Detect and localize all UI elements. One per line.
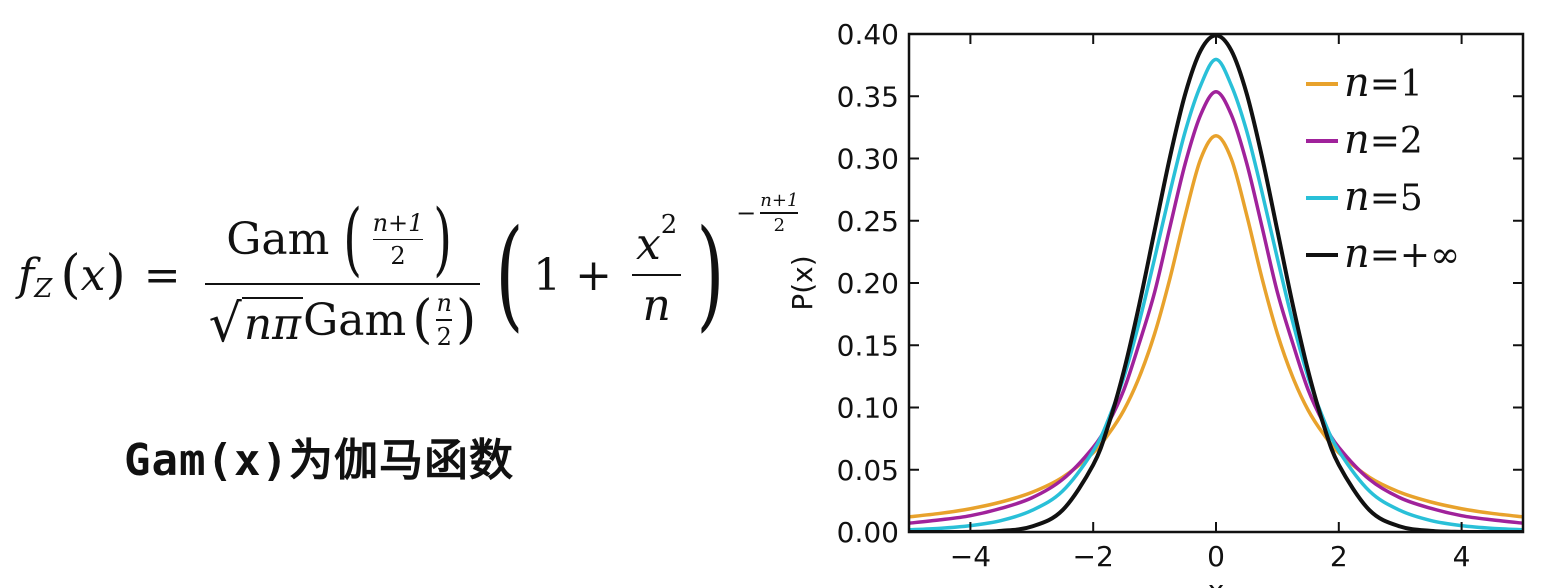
t-distribution-chart: 0.000.050.100.150.200.250.300.350.40 −4−…	[786, 18, 1525, 588]
chart-panel: 0.00 0.05 0.10 0.15 0.20 0.25 0.30 0.35 0.40 −4−…	[770, 0, 1550, 588]
denominator-arg-den: 2	[436, 322, 452, 351]
y-tick-label-3: 0.15	[837, 329, 899, 362]
lhs-close-paren: )	[105, 245, 126, 305]
denominator-arg: n 2	[436, 289, 452, 351]
main-denominator: √ nπ Gam ( n 2 )	[205, 289, 481, 351]
legend-label-var-3: n	[1344, 231, 1370, 277]
y-tick-label-5: 0.25	[837, 205, 899, 238]
legend: n=1n=2n=5n=+∞	[1306, 60, 1460, 277]
gamma-function-note: Gam(x)为伽马函数	[124, 435, 514, 486]
numerator-arg: n+1 2	[372, 208, 424, 270]
y-tick-label-2: 0.10	[837, 392, 899, 425]
sqrt-content: nπ	[241, 296, 304, 350]
base-fraction-bar	[631, 274, 682, 276]
legend-label-0: n=1	[1344, 60, 1423, 106]
y-tick-label-0: 0.00	[837, 516, 899, 549]
legend-label-var-2: n	[1344, 174, 1370, 220]
numerator-open-paren: (	[343, 192, 363, 286]
y-tick-label-8: 0.40	[837, 18, 899, 51]
legend-label-1: n=2	[1344, 117, 1423, 163]
main-fraction: Gam ( n+1 2 ) √ nπ Gam (	[204, 199, 481, 351]
x-tick-label-4: 4	[1453, 540, 1471, 573]
legend-label-2: n=5	[1344, 174, 1423, 220]
series-line-1	[909, 90, 1523, 525]
lhs-function: f	[18, 249, 35, 301]
plot-frame	[907, 32, 1525, 534]
exponent-bar	[760, 212, 799, 214]
main-fraction-bar	[204, 283, 481, 286]
legend-label-var-1: n	[1344, 117, 1370, 163]
lhs-open-paren: (	[60, 245, 81, 305]
base-fraction-var: x	[635, 219, 661, 270]
y-tick-label-7: 0.35	[837, 80, 899, 113]
y-tick-label-6: 0.30	[837, 143, 899, 176]
y-tick-label-4: 0.20	[837, 267, 899, 300]
x-tick-label-2: 0	[1207, 540, 1225, 573]
base-fraction-num: x 2	[632, 210, 681, 271]
x-tick-label-1: −2	[1073, 540, 1114, 573]
main-numerator: Gam ( n+1 2 )	[222, 199, 462, 279]
legend-label-rest-3: =+∞	[1370, 235, 1460, 276]
legend-label-3: n=+∞	[1344, 231, 1460, 277]
base-fraction-power: 2	[660, 209, 678, 240]
exponent-fraction: n+1 2	[760, 190, 799, 236]
curve-group	[909, 33, 1523, 532]
exponent-num: n+1	[760, 190, 799, 212]
equals-sign: =	[143, 249, 181, 301]
legend-label-var-0: n	[1344, 60, 1370, 106]
legend-label-rest-0: =1	[1370, 64, 1423, 105]
base-fraction-den: n	[642, 280, 671, 331]
denominator-open-paren: (	[412, 290, 433, 350]
numerator-gam: Gam	[226, 213, 330, 265]
base-plus: +	[575, 249, 612, 301]
series-line-3	[909, 33, 1523, 532]
denominator-arg-bar	[436, 319, 452, 321]
x-tick-label-0: −4	[950, 540, 991, 573]
base-close-paren: )	[696, 205, 725, 344]
sqrt-sign: √	[208, 293, 242, 354]
numerator-arg-bar	[372, 238, 424, 240]
base-open-paren: (	[495, 205, 524, 344]
sqrt: √ nπ	[208, 291, 304, 354]
x-axis-ticks: −4 −2 0 2 4	[950, 34, 1471, 573]
x-axis-label: x	[1208, 574, 1225, 588]
x-tick-label-3: 2	[1330, 540, 1348, 573]
y-axis-ticks: 0.00 0.05 0.10 0.15 0.20 0.25 0.30 0.35 0.40	[837, 18, 1523, 549]
series-line-2	[909, 57, 1523, 532]
numerator-arg-num: n+1	[372, 208, 424, 237]
exponent: − n+1 2	[736, 190, 799, 236]
base-one: 1	[533, 249, 562, 301]
formula-panel: f Z ( x ) = Gam ( n+1 2 )	[0, 0, 799, 588]
exponent-den: 2	[773, 214, 786, 236]
numerator-arg-den: 2	[390, 242, 406, 270]
denominator-close-paren: )	[455, 290, 477, 350]
denominator-gam: Gam	[303, 294, 407, 346]
base-fraction: x 2 n	[631, 210, 682, 331]
lhs-subscript: Z	[34, 274, 53, 304]
numerator-close-paren: )	[433, 192, 453, 286]
lhs-variable: x	[80, 249, 106, 301]
y-axis-label: P(x)	[786, 255, 819, 310]
t-distribution-formula: f Z ( x ) = Gam ( n+1 2 )	[18, 180, 799, 370]
legend-label-rest-1: =2	[1370, 121, 1423, 162]
exponent-sign: −	[736, 199, 757, 227]
denominator-arg-num: n	[436, 289, 452, 318]
legend-label-rest-2: =5	[1370, 178, 1423, 219]
y-tick-label-1: 0.05	[837, 454, 899, 487]
series-line-0	[909, 133, 1523, 519]
